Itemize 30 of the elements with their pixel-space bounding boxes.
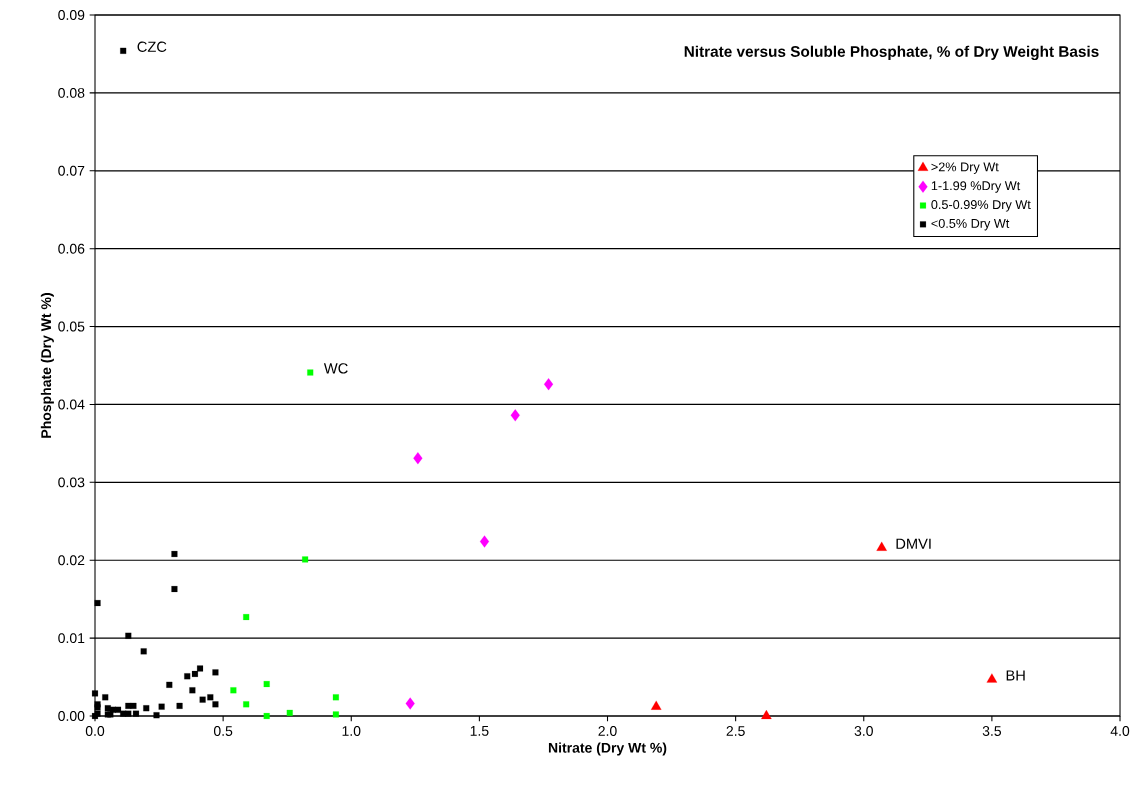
annotation: WC — [323, 363, 348, 374]
legend-label: 1-1.99 %Dry Wt — [931, 181, 1021, 193]
y-tick-label: 0.03 — [58, 477, 85, 488]
annotation: CZC — [137, 41, 167, 52]
x-tick-label: 1.5 — [470, 726, 489, 736]
x-tick-label: 0.0 — [85, 726, 105, 736]
y-tick-label: 0.04 — [58, 399, 85, 410]
y-tick-label: 0.05 — [58, 321, 85, 332]
x-tick-label: 0.5 — [213, 726, 233, 736]
x-tick-label: 2.5 — [726, 726, 745, 736]
y-tick-label: 0.08 — [58, 87, 85, 98]
y-tick-label: 0.01 — [58, 633, 85, 644]
legend-label: 0.5-0.99% Dry Wt — [931, 200, 1031, 212]
y-tick-label: 0.09 — [58, 10, 85, 20]
text: Nitrate versus Soluble Phosphate, % of Dry Weight Basis — [684, 45, 1099, 61]
legend-label: <0.5% Dry Wt — [931, 218, 1010, 231]
x-tick-label: 4.0 — [1110, 726, 1130, 736]
y-tick-label: 0.02 — [58, 555, 85, 566]
x-tick-label: 1.0 — [342, 726, 361, 736]
y-axis-title: Phosphate (Dry Wt %) — [40, 293, 54, 438]
annotation: DMVI — [896, 538, 931, 549]
legend-label: >2% Dry Wt — [931, 162, 999, 174]
y-tick-label: 0.00 — [58, 711, 85, 721]
x-tick-label: 3.0 — [854, 726, 873, 736]
y-tick-label: 0.07 — [58, 165, 85, 176]
x-tick-label: 2.0 — [598, 726, 617, 736]
y-tick-label: 0.06 — [58, 243, 85, 254]
annotation: BH — [1006, 670, 1025, 681]
x-tick-label: 3.5 — [982, 726, 1002, 736]
x-axis-title: Nitrate (Dry Wt %) — [548, 742, 667, 756]
